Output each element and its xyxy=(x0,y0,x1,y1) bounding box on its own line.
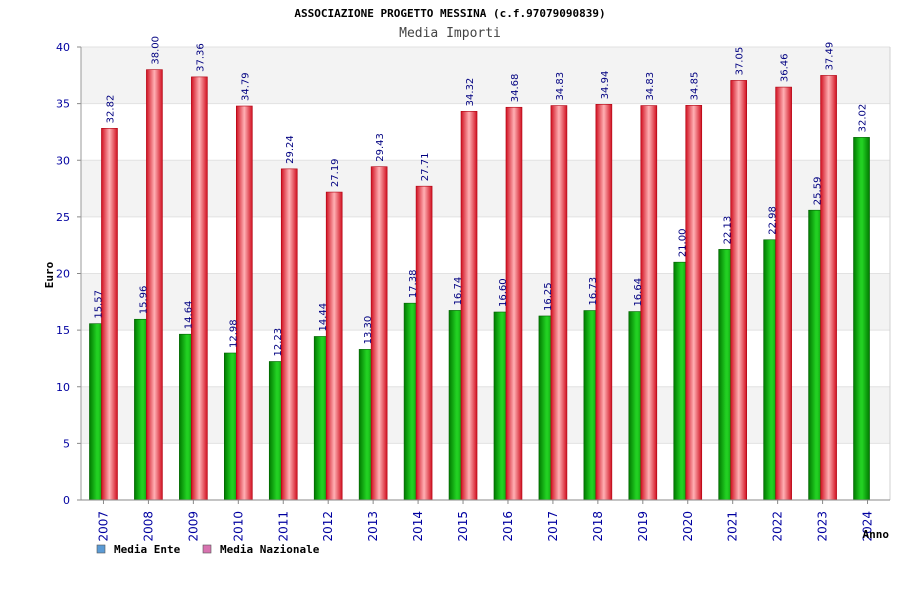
bars xyxy=(89,69,870,501)
data-label: 12.98 xyxy=(228,319,239,348)
data-label: 34.83 xyxy=(555,72,566,101)
data-label: 36.46 xyxy=(780,53,791,82)
chart-title: ASSOCIAZIONE PROGETTO MESSINA (c.f.97079… xyxy=(294,7,605,20)
x-tick-label: 2020 xyxy=(681,511,695,542)
y-axis-label: Euro xyxy=(43,261,56,288)
data-label: 34.32 xyxy=(465,78,476,107)
y-tick-label: 30 xyxy=(56,154,70,167)
legend-swatch xyxy=(96,544,106,554)
bar-media-nazionale xyxy=(820,75,837,501)
data-label: 34.68 xyxy=(510,74,521,103)
data-label: 34.85 xyxy=(690,72,701,101)
bar-media-nazionale xyxy=(730,80,747,501)
data-label: 34.94 xyxy=(600,71,611,100)
data-label: 17.38 xyxy=(408,270,419,299)
x-tick-label: 2012 xyxy=(321,511,335,542)
bar-media-nazionale xyxy=(236,105,253,501)
data-label: 16.64 xyxy=(633,278,644,307)
data-label: 13.30 xyxy=(363,316,374,345)
x-axis-label: Anno xyxy=(863,528,890,541)
x-tick-label: 2011 xyxy=(276,511,290,542)
data-label: 32.82 xyxy=(105,95,116,124)
x-tick-label: 2008 xyxy=(141,511,155,542)
x-tick-label: 2018 xyxy=(591,511,605,542)
legend-label: Media Nazionale xyxy=(220,543,320,556)
data-label: 12.23 xyxy=(273,328,284,357)
data-label: 21.00 xyxy=(678,229,689,258)
grid-band xyxy=(81,330,890,387)
data-label: 16.73 xyxy=(588,277,599,306)
bar-media-nazionale xyxy=(685,105,703,501)
x-tick-label: 2016 xyxy=(501,511,515,542)
legend-swatch xyxy=(202,544,212,554)
data-label: 16.74 xyxy=(453,277,464,306)
y-tick-label: 20 xyxy=(56,268,70,281)
bar-media-nazionale xyxy=(325,191,343,501)
y-tick-label: 15 xyxy=(56,324,70,337)
chart-subtitle: Media Importi xyxy=(399,26,501,41)
data-label: 38.00 xyxy=(150,36,161,65)
data-label: 15.96 xyxy=(138,286,149,315)
x-tick-label: 2010 xyxy=(231,511,245,542)
x-tick-label: 2009 xyxy=(186,511,200,542)
x-axis: 2007 2008 2009 2010 2011 2012 2013 2014 2015 2016… xyxy=(81,499,890,542)
data-label: 37.36 xyxy=(195,43,206,72)
data-label: 34.79 xyxy=(240,72,251,101)
data-label: 25.59 xyxy=(813,177,824,206)
data-label: 16.60 xyxy=(498,278,509,307)
x-tick-label: 2023 xyxy=(816,511,830,542)
bar-media-ente xyxy=(853,137,870,501)
data-label: 14.64 xyxy=(183,301,194,330)
bar-media-nazionale xyxy=(191,76,208,501)
x-tick-label: 2024 xyxy=(861,511,875,542)
data-label: 14.44 xyxy=(318,303,329,332)
y-tick-label: 0 xyxy=(63,494,70,507)
grid-band xyxy=(81,386,890,444)
x-tick-label: 2013 xyxy=(366,511,380,542)
bar-media-nazionale xyxy=(415,185,433,501)
grid-band xyxy=(81,216,890,274)
data-label: 32.02 xyxy=(858,104,869,133)
data-label: 22.13 xyxy=(723,216,734,245)
bar-media-nazionale xyxy=(775,86,792,501)
data-label: 37.05 xyxy=(735,47,746,76)
grid-band xyxy=(81,443,890,500)
grid-band xyxy=(81,160,890,217)
y-tick-label: 35 xyxy=(56,98,70,111)
data-label: 22.98 xyxy=(768,206,779,235)
y-axis: 0 5 10 15 20 25 30 35 40 xyxy=(56,41,891,507)
x-tick-label: 2014 xyxy=(411,511,425,542)
data-labels: 15.57 32.82 15.96 38.00 14.64 37.36 12.98 34.79… xyxy=(93,36,868,356)
x-tick-label: 2017 xyxy=(546,511,560,542)
y-tick-label: 10 xyxy=(56,381,70,394)
data-label: 16.25 xyxy=(543,282,554,311)
x-tick-label: 2007 xyxy=(96,511,110,542)
legend-label: Media Ente xyxy=(114,543,181,556)
legend: Media Ente Media Nazionale xyxy=(96,543,320,556)
grid-band xyxy=(81,47,890,104)
x-tick-label: 2021 xyxy=(726,511,740,542)
data-label: 37.49 xyxy=(825,42,836,71)
grid-band xyxy=(81,103,890,161)
y-tick-label: 40 xyxy=(56,41,70,54)
data-label: 29.43 xyxy=(375,133,386,162)
grid-bands xyxy=(81,47,890,500)
data-label: 27.71 xyxy=(420,153,431,182)
bar-media-nazionale xyxy=(146,69,163,501)
y-tick-label: 5 xyxy=(63,437,70,450)
data-label: 15.57 xyxy=(93,290,104,319)
grid-band xyxy=(81,273,890,331)
x-tick-label: 2022 xyxy=(771,511,785,542)
x-tick-label: 2019 xyxy=(636,511,650,542)
data-label: 27.19 xyxy=(330,158,341,187)
x-tick-label: 2015 xyxy=(456,511,470,542)
data-label: 29.24 xyxy=(285,135,296,164)
y-tick-label: 25 xyxy=(56,211,70,224)
data-label: 34.83 xyxy=(645,72,656,101)
